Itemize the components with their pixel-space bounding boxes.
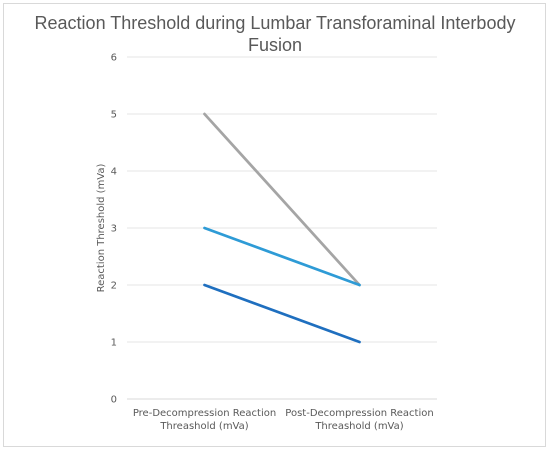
chart-title-line-1: Reaction Threshold during Lumbar Transfo… [34,13,516,33]
chart-title: Reaction Threshold during Lumbar Transfo… [0,12,550,56]
series-line-1 [203,112,361,287]
series-line-2 [203,226,361,287]
y-axis-tick-labels: 0 1 2 3 4 5 6 [111,53,117,406]
y-tick-label: 3 [111,224,117,235]
x-tick-label-line: Post-Decompression Reaction [285,408,433,419]
grid-lines [127,56,437,400]
series-lines [203,112,361,344]
y-tick-label: 0 [111,395,117,406]
series-line-3 [203,283,361,344]
y-tick-label: 5 [111,110,117,121]
y-tick-label: 6 [111,53,117,64]
y-tick-label: 4 [111,167,117,178]
chart-title-line-2: Fusion [247,35,303,55]
x-tick-label-line: Threashold (mVa) [314,421,403,432]
x-tick-label-line: Pre-Decompression Reaction [133,408,276,419]
x-tick-label: Post-Decompression Reaction Threashold (m… [285,408,433,432]
y-tick-label: 1 [111,338,117,349]
y-axis-title: Reaction Threshold (mVa) [96,163,107,292]
x-tick-label: Pre-Decompression Reaction Threashold (mV… [133,408,276,432]
chart-frame [3,3,546,447]
y-tick-label: 2 [111,281,117,292]
x-axis-tick-labels: Pre-Decompression Reaction Threashold (mV… [133,408,434,432]
x-tick-label-line: Threashold (mVa) [159,421,248,432]
